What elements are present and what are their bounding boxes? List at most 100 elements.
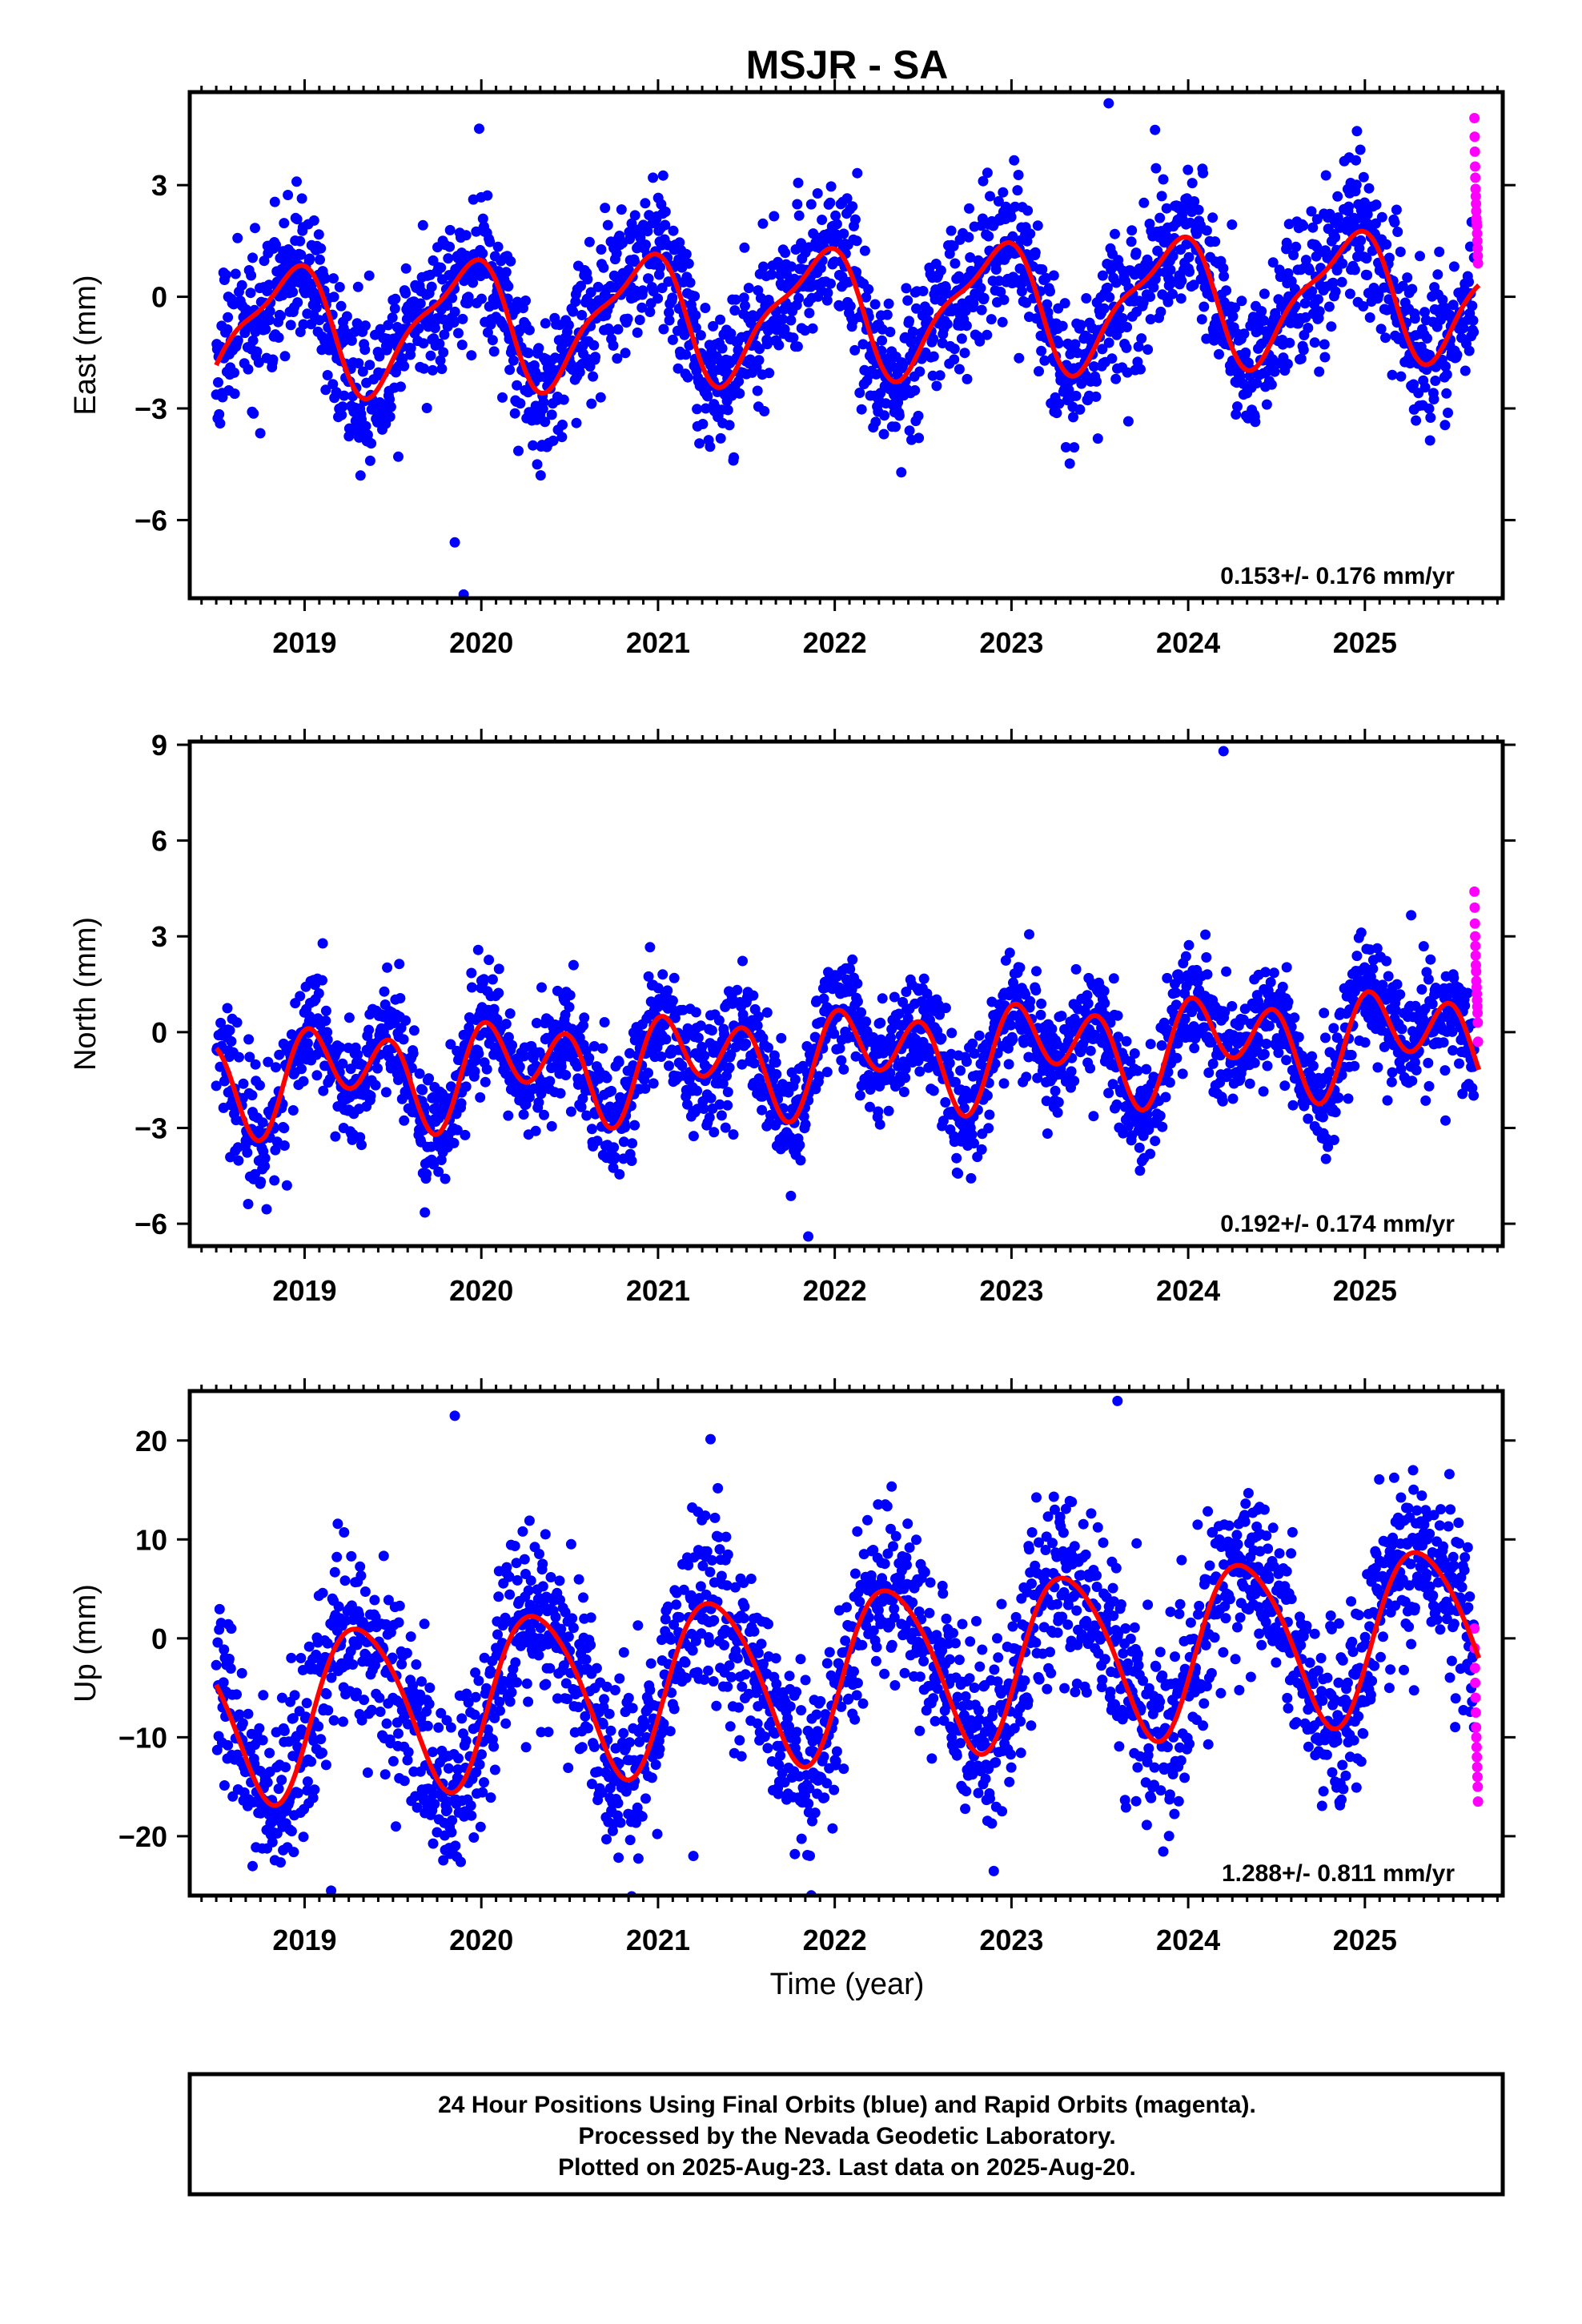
final-orbit-point	[660, 206, 671, 217]
final-orbit-point	[1232, 401, 1243, 412]
final-orbit-point	[1289, 1012, 1300, 1023]
rapid-orbit-point	[1470, 161, 1481, 172]
final-orbit-point	[357, 366, 368, 377]
final-orbit-point	[1303, 323, 1314, 333]
final-orbit-point	[515, 398, 526, 409]
final-orbit-point	[1009, 155, 1020, 166]
final-orbit-point	[1423, 1057, 1434, 1068]
final-orbit-point	[1441, 388, 1452, 399]
final-orbit-point	[263, 279, 275, 291]
final-orbit-point	[732, 984, 743, 995]
final-orbit-point	[503, 1110, 514, 1121]
final-orbit-point	[1032, 1072, 1043, 1084]
rapid-orbit-point	[1472, 1036, 1484, 1047]
final-orbit-point	[1010, 201, 1021, 212]
final-orbit-point	[805, 199, 817, 210]
final-orbit-point	[1138, 197, 1150, 208]
final-orbit-point	[879, 410, 890, 421]
final-orbit-point	[983, 231, 994, 242]
final-orbit-point	[1307, 286, 1318, 297]
final-orbit-point	[1041, 1096, 1052, 1107]
final-orbit-point	[1386, 1076, 1397, 1088]
final-orbit-point	[1298, 220, 1309, 231]
final-orbit-point	[281, 1180, 292, 1191]
final-orbit-point	[757, 1104, 768, 1116]
final-orbit-point	[1022, 205, 1034, 216]
final-orbit-point	[1364, 312, 1375, 323]
final-orbit-point	[702, 391, 713, 402]
final-orbit-point	[418, 338, 429, 349]
final-orbit-point	[643, 273, 654, 284]
final-orbit-point	[564, 1002, 575, 1012]
final-orbit-point	[1392, 227, 1403, 237]
final-orbit-point	[528, 440, 539, 451]
final-orbit-point	[976, 304, 987, 316]
final-orbit-point	[384, 394, 396, 404]
final-orbit-point	[938, 1116, 949, 1127]
final-orbit-point	[291, 176, 302, 187]
final-orbit-point	[291, 214, 303, 225]
rapid-orbit-point	[1472, 1007, 1484, 1019]
final-orbit-point	[1424, 435, 1435, 446]
final-orbit-point	[1409, 313, 1420, 324]
final-orbit-point	[1362, 270, 1373, 280]
final-orbit-point	[1050, 1085, 1061, 1096]
final-orbit-point	[393, 451, 404, 462]
x-tick-label: 2019	[272, 626, 336, 659]
final-orbit-point	[674, 237, 685, 248]
final-orbit-point	[856, 1007, 867, 1018]
final-orbit-point	[421, 1168, 432, 1180]
final-orbit-point	[449, 306, 460, 317]
final-orbit-point	[1281, 237, 1292, 248]
final-orbit-point	[1201, 333, 1212, 344]
final-orbit-point	[613, 1056, 624, 1068]
final-orbit-point	[1024, 929, 1034, 940]
final-orbit-point	[1189, 196, 1200, 207]
final-orbit-point	[1330, 286, 1341, 297]
final-orbit-point	[1148, 282, 1159, 293]
final-orbit-point	[408, 1047, 419, 1059]
final-orbit-point	[863, 283, 874, 295]
final-orbit-point	[875, 1017, 886, 1028]
final-orbit-point	[923, 305, 934, 316]
final-orbit-point	[466, 982, 477, 993]
final-orbit-point	[426, 1141, 437, 1152]
final-orbit-point	[1344, 288, 1355, 300]
final-orbit-point	[524, 324, 535, 336]
final-orbit-point	[322, 370, 333, 380]
final-orbit-point	[950, 1076, 961, 1088]
final-orbit-point	[1180, 951, 1191, 962]
final-orbit-point	[1014, 352, 1025, 364]
final-orbit-point	[834, 1043, 845, 1054]
final-orbit-point	[611, 247, 622, 259]
final-orbit-point	[956, 333, 967, 344]
final-orbit-point	[295, 235, 306, 247]
final-orbit-point	[856, 404, 867, 415]
final-orbit-point	[585, 287, 596, 298]
final-orbit-point	[1336, 1069, 1347, 1080]
final-orbit-point	[1419, 382, 1431, 393]
final-orbit-point	[419, 363, 429, 374]
final-orbit-point	[1130, 247, 1142, 259]
final-orbit-point	[445, 1081, 456, 1092]
final-orbit-point	[984, 1109, 995, 1120]
final-orbit-point	[447, 292, 458, 304]
final-orbit-point	[399, 1115, 410, 1126]
final-orbit-point	[776, 1032, 787, 1043]
final-orbit-point	[328, 292, 339, 303]
final-orbit-point	[1006, 211, 1017, 223]
final-orbit-point	[1355, 235, 1367, 246]
final-orbit-point	[1309, 337, 1320, 348]
final-orbit-point	[934, 370, 946, 381]
final-orbit-point	[893, 397, 904, 408]
final-orbit-point	[1333, 1092, 1344, 1104]
final-orbit-point	[788, 332, 799, 344]
final-orbit-point	[743, 283, 754, 294]
final-orbit-point	[916, 996, 927, 1007]
final-orbit-point	[375, 324, 386, 335]
final-orbit-point	[1395, 247, 1406, 257]
final-orbit-point	[1121, 1035, 1132, 1047]
final-orbit-point	[608, 1162, 619, 1173]
final-orbit-point	[215, 1017, 227, 1028]
